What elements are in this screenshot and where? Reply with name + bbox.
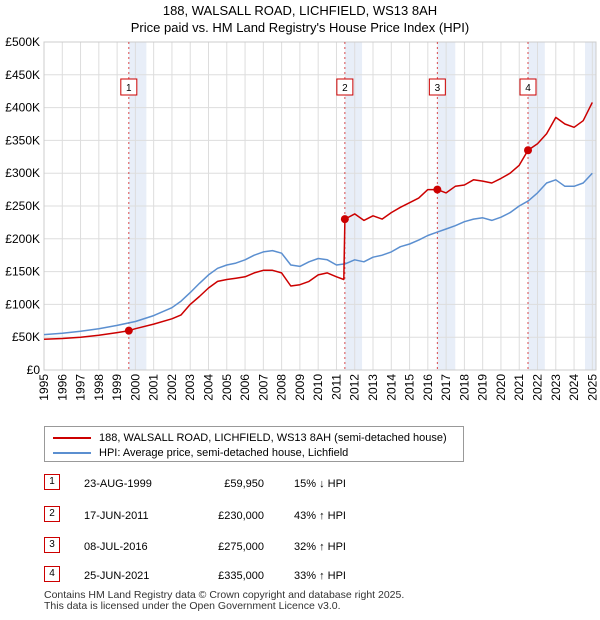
x-tick-label: 2004: [202, 374, 216, 401]
transaction-badge: 2: [44, 506, 60, 522]
y-tick-label: £50K: [12, 330, 40, 344]
transaction-price: £275,000: [218, 541, 264, 553]
x-tick-label: 2018: [457, 374, 471, 401]
hpi-line: [43, 172, 593, 336]
y-tick-label: £0: [27, 363, 41, 377]
transaction-date: 17-JUN-2011: [84, 510, 149, 522]
chart-title-line1: 188, WALSALL ROAD, LICHFIELD, WS13 8AH: [162, 3, 438, 18]
price-paid-line: [43, 102, 593, 340]
x-tick-label: 2019: [476, 374, 490, 401]
x-tick-label: 2008: [275, 374, 289, 401]
x-tick-label: 2015: [403, 374, 417, 401]
transaction-date: 23-AUG-1999: [84, 478, 152, 490]
transaction-hpi: 15% ↓ HPI: [294, 478, 346, 490]
x-tick-label: 2023: [549, 374, 563, 401]
x-tick-label: 1996: [55, 374, 69, 401]
x-tick-label: 2022: [531, 374, 545, 401]
x-tick-label: 2016: [421, 374, 435, 401]
sale-label-box: [336, 78, 354, 96]
sale-label-box: [120, 78, 138, 96]
x-tick-label: 2005: [220, 374, 234, 401]
transaction-hpi: 32% ↑ HPI: [294, 541, 346, 553]
x-tick-label: 2012: [348, 374, 362, 401]
sale-label-number: 3: [435, 83, 441, 94]
x-tick-label: 1999: [110, 374, 124, 401]
x-tick-label: 2003: [183, 374, 197, 401]
sale-label-box: [519, 78, 537, 96]
x-tick-label: 2010: [311, 374, 325, 401]
chart-title: 188, WALSALL ROAD, LICHFIELD, WS13 8AH P…: [0, 2, 600, 36]
x-tick-label: 2020: [494, 374, 508, 401]
footer-copyright: Contains HM Land Registry data © Crown c…: [44, 589, 405, 612]
legend: 188, WALSALL ROAD, LICHFIELD, WS13 8AH (…: [44, 426, 464, 462]
plot-frame: [43, 41, 597, 371]
y-tick-label: £150K: [5, 265, 40, 279]
transaction-badge: 4: [44, 566, 60, 582]
transaction-badge: 1: [44, 474, 60, 490]
transaction-price: £230,000: [218, 510, 264, 522]
transaction-price: £335,000: [218, 570, 264, 582]
sale-label-number: 1: [126, 83, 132, 94]
y-tick-label: £450K: [5, 68, 40, 82]
y-tick-label: £250K: [5, 199, 40, 213]
x-tick-label: 1998: [92, 374, 106, 401]
x-tick-label: 2000: [128, 374, 142, 401]
transaction-date: 25-JUN-2021: [84, 570, 150, 582]
sale-label-number: 2: [342, 83, 348, 94]
x-tick-label: 2006: [238, 374, 252, 401]
x-tick-label: 1997: [74, 374, 88, 401]
legend-label-price: 188, WALSALL ROAD, LICHFIELD, WS13 8AH (…: [99, 432, 447, 444]
price-chart: £0 £50K £100K £150K £200K £250K £300K £350K £400…: [5, 35, 599, 401]
x-tick-label: 2014: [384, 374, 398, 401]
sale-point: [124, 326, 133, 335]
sale-point: [524, 146, 533, 155]
legend-swatch-hpi: [53, 452, 91, 454]
x-tick-label: 2002: [165, 374, 179, 401]
x-tick-label: 2017: [439, 374, 453, 401]
x-tick-label: 2011: [329, 374, 343, 400]
transaction-badge: 3: [44, 537, 60, 553]
legend-label-hpi: HPI: Average price, semi-detached house,…: [99, 447, 349, 459]
y-tick-label: £200K: [5, 232, 40, 246]
sale-label-box: [428, 78, 446, 96]
transaction-date: 08-JUL-2016: [84, 541, 148, 553]
x-tick-label: 2021: [512, 374, 526, 401]
y-tick-label: £500K: [5, 35, 40, 49]
x-tick-label: 1995: [37, 374, 51, 401]
legend-swatch-price: [53, 437, 91, 439]
transaction-hpi: 43% ↑ HPI: [294, 510, 346, 522]
y-tick-label: £300K: [5, 166, 40, 180]
x-tick-label: 2024: [567, 374, 581, 401]
chart-title-line2: Price paid vs. HM Land Registry's House …: [130, 20, 470, 35]
sale-point: [340, 215, 349, 224]
sale-label-number: 4: [525, 83, 531, 94]
x-tick-label: 2001: [147, 374, 161, 401]
y-tick-label: £400K: [5, 101, 40, 115]
sale-point: [433, 185, 442, 194]
y-tick-label: £350K: [5, 133, 40, 147]
transaction-price: £59,950: [224, 478, 264, 490]
x-tick-label: 2025: [585, 374, 599, 401]
x-tick-label: 2009: [293, 374, 307, 401]
y-tick-label: £100K: [5, 297, 40, 311]
x-tick-label: 2007: [256, 374, 270, 401]
x-tick-label: 2013: [366, 374, 380, 401]
transaction-hpi: 33% ↑ HPI: [294, 570, 346, 582]
